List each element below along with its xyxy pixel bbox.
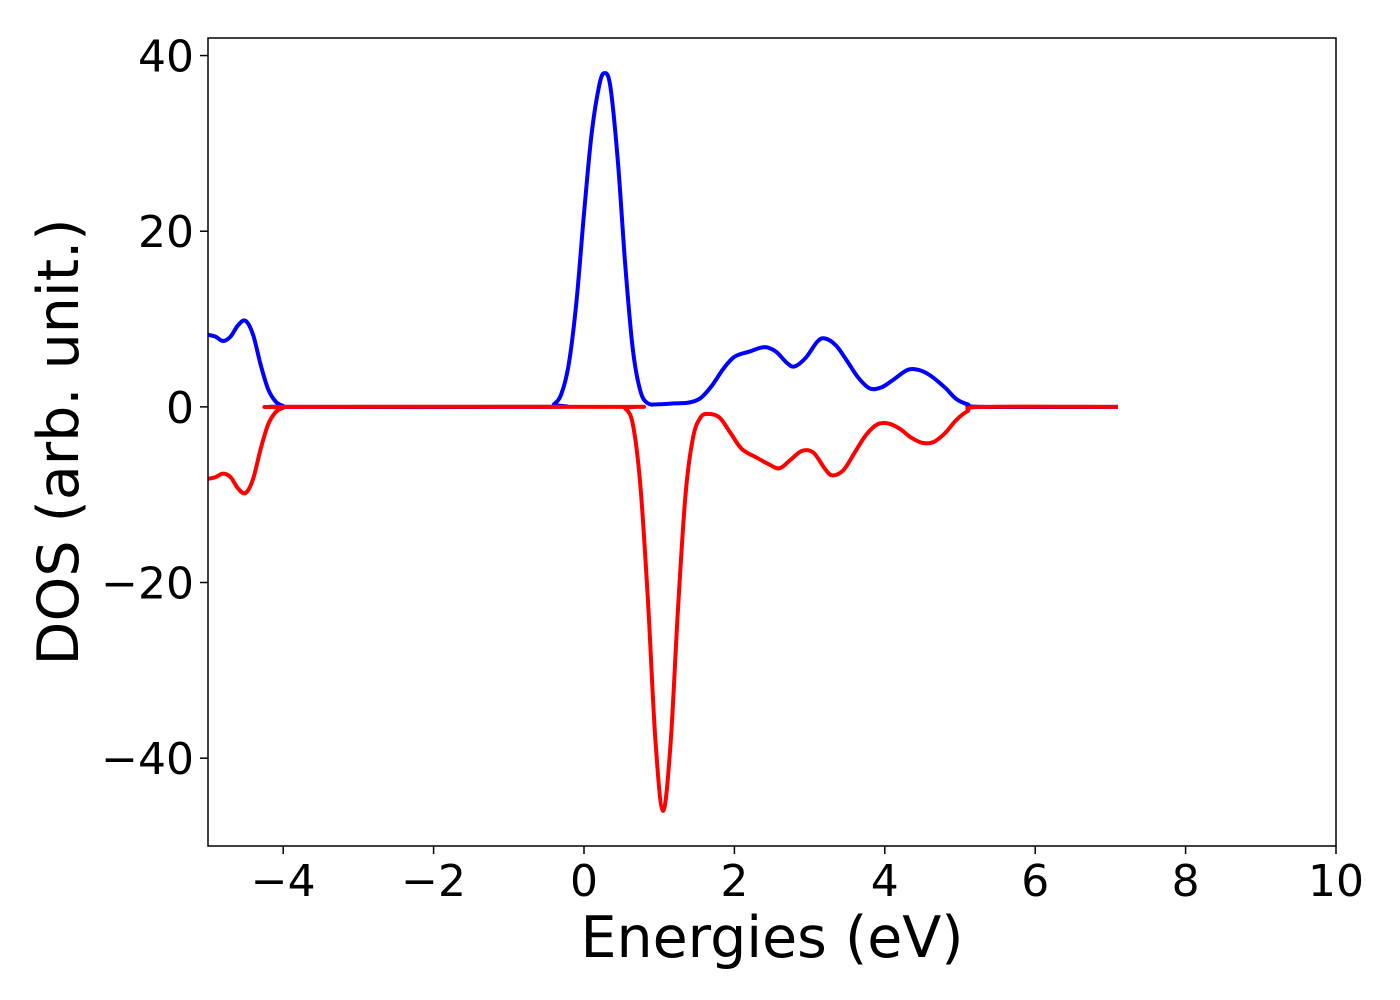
series-layer	[207, 71, 1118, 813]
y-axis-label: DOS (arb. unit.)	[26, 219, 92, 666]
x-tick-label: 8	[1172, 856, 1200, 907]
y-tick-label: 40	[138, 32, 194, 83]
y-tick-label: −20	[101, 559, 194, 610]
series-line-blue	[207, 71, 1118, 410]
x-tick-label: 6	[1021, 856, 1049, 907]
x-tick-label: 2	[720, 856, 748, 907]
x-tick-label: 4	[871, 856, 899, 907]
x-tick-label: 10	[1308, 856, 1364, 907]
y-axis-ticks: −40 −20 0 20 40	[101, 32, 208, 785]
x-tick-label: −2	[401, 856, 466, 907]
x-axis-label: Energies (eV)	[580, 905, 963, 971]
series-line-red	[207, 404, 1118, 813]
y-tick-label: −40	[101, 734, 194, 785]
x-tick-label: 0	[570, 856, 598, 907]
y-tick-label: 20	[138, 207, 194, 258]
x-tick-label: −4	[251, 856, 316, 907]
y-tick-label: 0	[166, 383, 194, 434]
plot-frame	[207, 37, 1337, 847]
x-axis-ticks: −4 −2 0 2 4 6 8 10	[251, 846, 1364, 907]
